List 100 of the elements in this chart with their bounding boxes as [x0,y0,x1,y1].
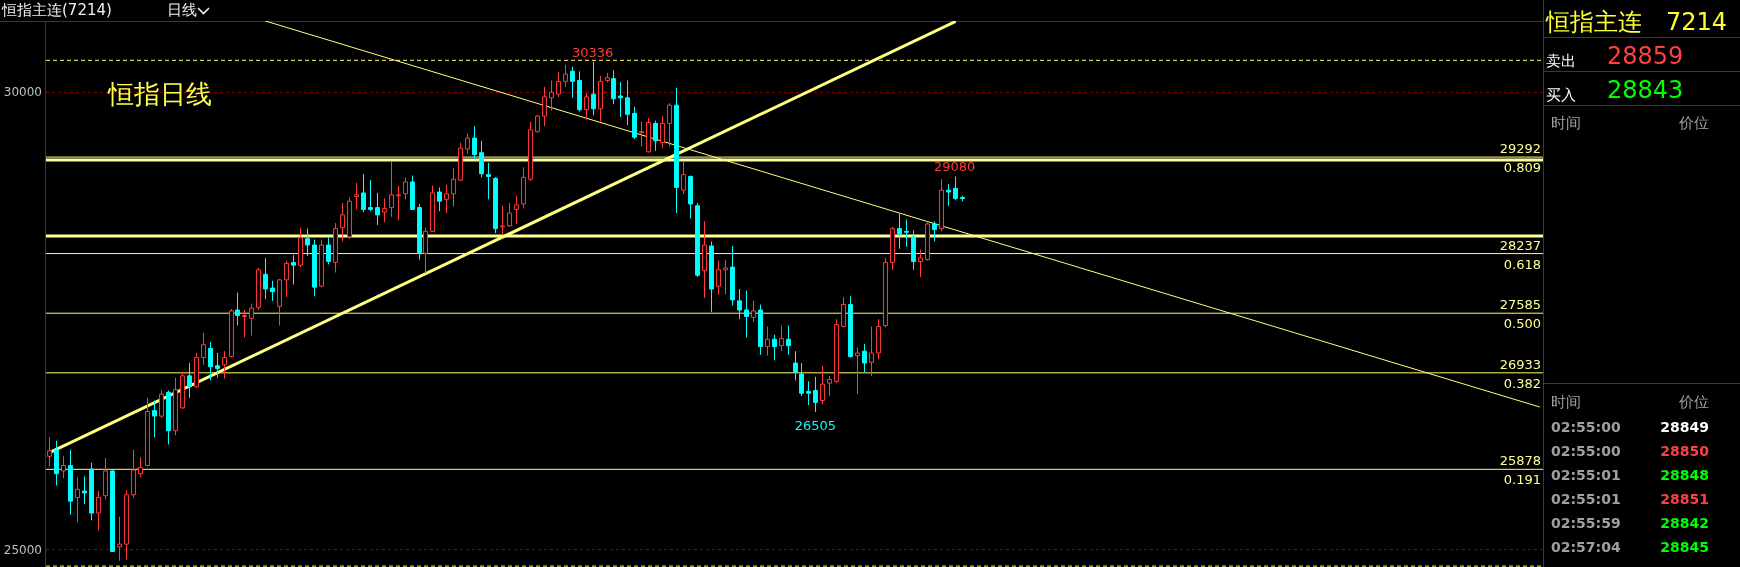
category-label: 02:55:59 [1551,515,1621,531]
data-label: 28842 [1660,515,1709,531]
candlestick [723,259,728,295]
category-label: 02:55:00 [1551,419,1621,435]
candlestick [75,476,80,523]
candlestick [312,239,317,297]
candlestick [772,334,777,361]
candlestick [834,318,839,384]
ref-line-label: 28237 [1499,237,1541,253]
candlestick [688,175,693,220]
candlestick [521,166,526,209]
candlestick [68,449,73,516]
candlestick [793,350,798,381]
ref-line-label: 27585 [1499,297,1541,313]
candlestick [444,184,449,214]
candlestick [751,300,756,323]
data-label: 28843 [1607,76,1684,104]
candlestick [486,162,491,200]
annotation: 0.191 [1503,472,1541,488]
candlestick [333,222,338,274]
candlestick [194,352,199,389]
data-label: 28851 [1660,491,1709,507]
candlestick [410,175,415,210]
annotation: 0.618 [1503,256,1541,272]
candlestick [744,290,749,338]
candlestick [681,161,686,195]
candlestick [737,288,742,320]
candlestick [451,167,456,208]
candlestick [549,79,554,112]
candlestick [326,236,331,265]
candlestick [820,365,825,405]
candlestick [89,462,94,521]
candlestick [556,71,561,98]
annotation: 26505 [794,417,837,433]
candlestick [458,142,463,182]
candlestick [848,295,853,359]
candlestick [298,227,303,268]
candlestick [389,161,394,218]
candlestick [131,449,136,498]
candlestick [103,457,108,500]
candlestick [577,70,582,113]
candlestick [277,278,282,327]
candlestick [862,343,867,373]
candlestick [187,362,192,399]
candlestick [632,106,637,140]
candlestick [354,182,359,210]
candlestick [695,202,700,278]
category-label: 02:55:01 [1551,467,1621,483]
annotation: 30336 [571,44,614,60]
candlestick [709,240,714,313]
candlestick [291,254,296,285]
candlestick [813,376,818,413]
category-label: 02:57:04 [1551,539,1621,555]
candlestick [396,185,401,221]
candlestick [618,81,623,118]
candlestick [319,239,324,288]
candlestick [430,185,435,233]
text: 价位 [1678,393,1709,411]
candlestick [625,79,630,126]
candlestick [235,292,240,327]
candlestick [611,69,616,105]
candlestick [347,197,352,240]
candlestick [939,178,944,232]
candlestick [222,350,227,380]
candlestick [493,176,498,234]
candlestick [173,377,178,436]
candlestick [249,303,254,337]
candlestick [305,228,310,257]
candlestick [340,202,345,242]
candlestick [180,371,185,410]
candlestick [960,195,965,202]
ref-line-label: 29292 [1499,141,1541,157]
candlestick [605,72,610,83]
candlestick [563,64,568,88]
text: 恒指主连 [1545,8,1642,36]
candlestick [591,61,596,116]
candlestick [242,309,247,338]
candlestick [465,132,470,155]
chart-subtitle: 恒指主连(7214) [1,1,112,19]
candlestick [876,318,881,360]
candlestick [932,220,937,242]
ref-line-label: 25878 [1499,453,1541,469]
category-label: 02:55:00 [1551,443,1621,459]
candlestick [361,173,366,213]
candlestick [47,436,52,467]
ref-line-label: 26933 [1499,356,1541,372]
candlestick [702,220,707,299]
annotation: 0.809 [1503,160,1541,176]
candlestick [96,490,101,531]
candlestick [507,202,512,228]
candlestick [138,456,143,478]
candlestick [54,440,59,487]
candlestick [639,121,644,147]
category-label: 卖出 [1546,52,1576,70]
candlestick [368,179,373,212]
candlestick [124,489,129,561]
category-label: 02:55:01 [1551,491,1621,507]
candlestick [904,218,909,248]
candlestick [215,352,220,379]
candlestick [542,86,547,127]
